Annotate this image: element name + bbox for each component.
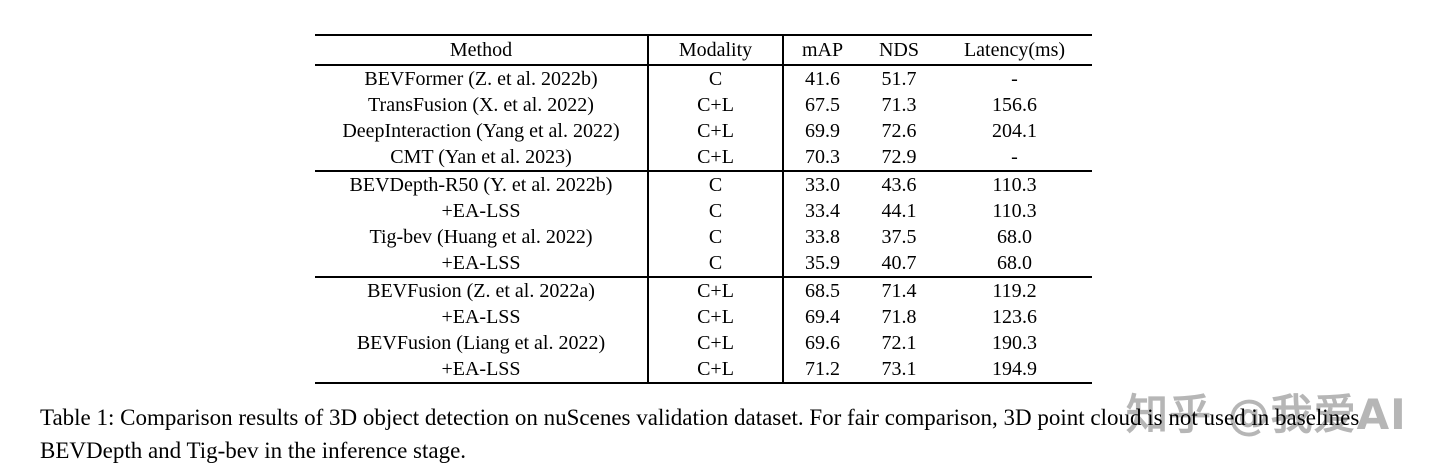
modality-cell: C [647,65,783,92]
method-cell: BEVDepth-R50 (Y. et al. 2022b) [315,170,648,198]
latency-cell: 190.3 [992,331,1037,354]
modality-cell: C+L [647,304,783,330]
column-header-map: mAP [782,35,861,66]
modality-cell: C [647,198,783,224]
map-cell: 41.6 [782,65,861,92]
nds-cell: 72.1 [881,331,917,354]
table-row: TransFusion (X. et al. 2022) C+L 67.5 71… [315,92,1092,118]
results-table: Method Modality mAP NDS Latency(ms) BEVF… [315,34,1092,384]
modality-cell: C+L [647,330,783,356]
map-cell: 69.9 [782,118,861,144]
nds-cell: 72.9 [881,145,917,168]
latency-cell: - [1011,67,1018,90]
table-row: CMT (Yan et al. 2023) C+L 70.3 72.9 - [315,144,1092,171]
latency-cell: 204.1 [992,119,1037,142]
modality-cell: C+L [647,118,783,144]
modality-cell: C [647,224,783,250]
method-cell: BEVFusion (Liang et al. 2022) [356,331,606,354]
method-cell: +EA-LSS [441,305,521,328]
nds-cell: 72.6 [881,119,917,142]
nds-cell: 40.7 [881,251,917,274]
nds-cell: 73.1 [881,357,917,380]
nds-cell: 37.5 [881,225,917,248]
modality-cell: C+L [647,356,783,383]
method-cell: +EA-LSS [441,199,521,222]
map-cell: 67.5 [782,92,861,118]
table-caption: Table 1: Comparison results of 3D object… [40,405,1360,463]
zhihu-watermark: 知乎 @我爱AI [1126,390,1407,439]
latency-cell: 110.3 [937,170,1092,198]
method-cell: +EA-LSS [441,357,521,380]
table-row: BEVFusion (Z. et al. 2022a) C+L 68.5 71.… [315,276,1092,304]
map-cell: 33.4 [782,198,861,224]
column-header-latency: Latency(ms) [937,35,1092,66]
column-header-modality: Modality [647,35,783,66]
map-cell: 35.9 [782,250,861,277]
nds-cell: 51.7 [881,67,917,90]
table-row: +EA-LSS C+L 69.4 71.8 123.6 [315,304,1092,330]
table-row: Tig-bev (Huang et al. 2022) C 33.8 37.5 … [315,224,1092,250]
map-cell: 33.0 [782,170,861,198]
table-row: +EA-LSS C+L 71.2 73.1 194.9 [315,356,1092,383]
table-row: DeepInteraction (Yang et al. 2022) C+L 6… [315,118,1092,144]
latency-cell: - [1011,145,1018,168]
latency-cell: 119.2 [937,276,1092,304]
map-cell: 69.6 [782,330,861,356]
column-header-nds: NDS [861,35,937,66]
nds-cell: 71.3 [881,93,917,116]
table-row: +EA-LSS C 33.4 44.1 110.3 [315,198,1092,224]
nds-cell: 71.4 [861,276,937,304]
modality-cell: C+L [647,276,783,304]
table-row: BEVFusion (Liang et al. 2022) C+L 69.6 7… [315,330,1092,356]
nds-cell: 43.6 [861,170,937,198]
nds-cell: 44.1 [881,199,917,222]
latency-cell: 156.6 [992,93,1037,116]
modality-cell: C+L [647,144,783,171]
modality-cell: C [647,170,783,198]
map-cell: 69.4 [782,304,861,330]
latency-cell: 194.9 [992,357,1037,380]
method-cell: Tig-bev (Huang et al. 2022) [369,225,593,248]
method-cell: CMT (Yan et al. 2023) [390,145,572,168]
map-cell: 71.2 [782,356,861,383]
modality-cell: C+L [647,92,783,118]
table-row: BEVFormer (Z. et al. 2022b) C 41.6 51.7 … [315,65,1092,92]
column-header-method: Method [315,35,648,66]
map-cell: 70.3 [782,144,861,171]
table-row: +EA-LSS C 35.9 40.7 68.0 [315,250,1092,277]
table-header-row: Method Modality mAP NDS Latency(ms) [315,35,1092,66]
method-cell: DeepInteraction (Yang et al. 2022) [342,119,620,142]
latency-cell: 68.0 [997,251,1032,274]
method-cell: TransFusion (X. et al. 2022) [368,93,594,116]
map-cell: 33.8 [782,224,861,250]
method-cell: BEVFormer (Z. et al. 2022b) [364,67,598,90]
latency-cell: 68.0 [997,225,1032,248]
latency-cell: 123.6 [992,305,1037,328]
table-row: BEVDepth-R50 (Y. et al. 2022b) C 33.0 43… [315,170,1092,198]
modality-cell: C [647,250,783,277]
method-cell: BEVFusion (Z. et al. 2022a) [315,276,648,304]
nds-cell: 71.8 [881,305,917,328]
latency-cell: 110.3 [992,199,1037,222]
method-cell: +EA-LSS [441,251,521,274]
map-cell: 68.5 [782,276,861,304]
